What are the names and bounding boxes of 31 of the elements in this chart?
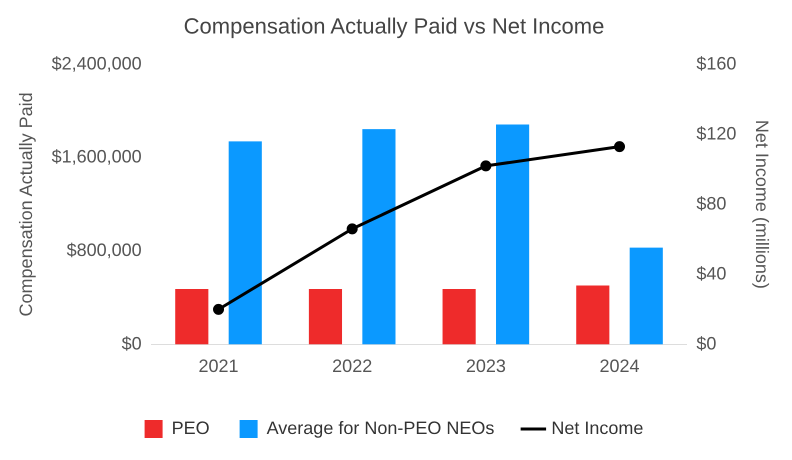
x-tick-label: 2023 xyxy=(466,356,506,376)
y2-tick-label: $40 xyxy=(696,263,726,284)
y-tick-label: $2,400,000 xyxy=(52,53,142,74)
y-tick-label: $800,000 xyxy=(66,240,142,260)
bar xyxy=(630,248,663,344)
y2-tick-label: $120 xyxy=(696,123,736,144)
bar xyxy=(442,288,476,344)
y-tick-label: $1,600,000 xyxy=(52,146,142,167)
legend-label: Average for Non-PEO NEOs xyxy=(266,418,494,438)
x-tick-label: 2024 xyxy=(600,356,640,376)
legend-label: PEO xyxy=(172,418,210,438)
bar xyxy=(362,129,396,344)
bar xyxy=(308,288,342,344)
legend-label: Net Income xyxy=(551,418,644,438)
chart-title: Compensation Actually Paid vs Net Income xyxy=(184,13,604,38)
bar xyxy=(228,141,262,344)
y2-tick-label: $80 xyxy=(696,193,726,214)
y-axis-title: Compensation Actually Paid xyxy=(16,92,36,316)
point xyxy=(346,223,358,234)
y-tick-label: $0 xyxy=(122,333,142,354)
y2-axis-title: Net Income (millions) xyxy=(752,120,772,289)
y2-tick-label: $160 xyxy=(696,53,736,74)
y2-tick-label: $0 xyxy=(696,333,716,354)
bar xyxy=(175,288,208,344)
bar xyxy=(496,124,530,344)
x-tick-label: 2022 xyxy=(332,356,372,376)
point xyxy=(480,160,492,172)
point xyxy=(614,141,626,152)
point xyxy=(213,304,224,315)
x-tick-label: 2021 xyxy=(198,356,239,376)
bar xyxy=(576,285,610,344)
